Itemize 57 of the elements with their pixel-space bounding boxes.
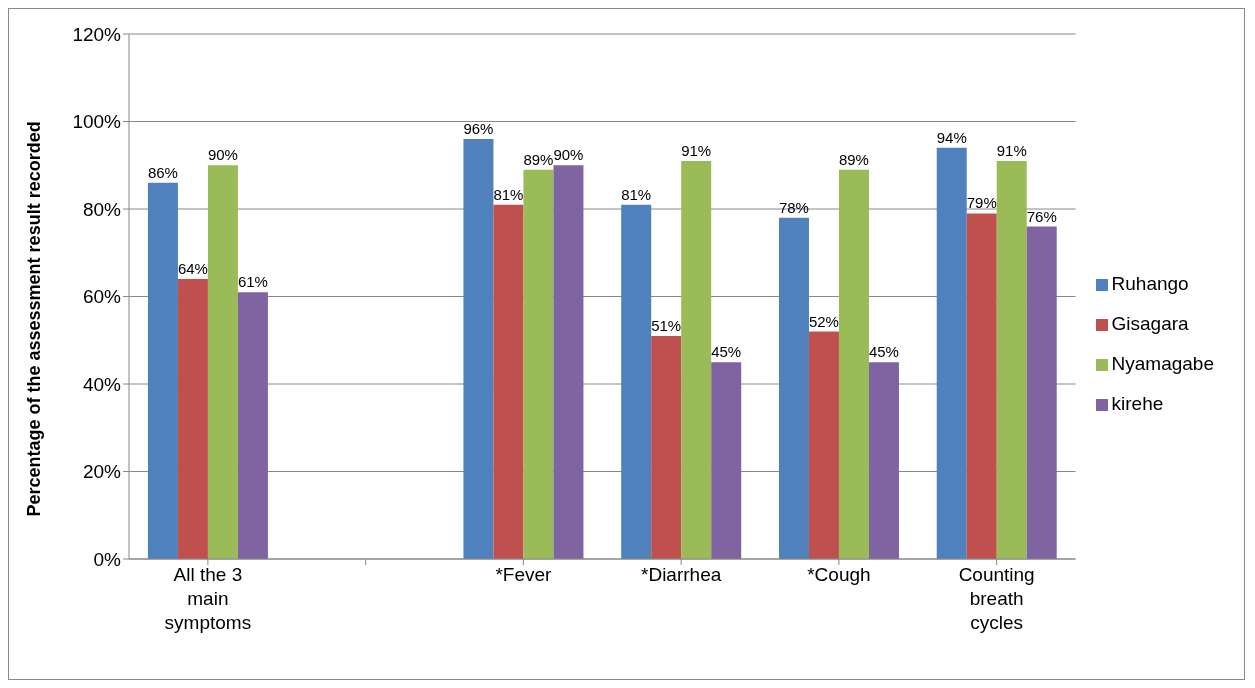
data-label: 89% — [838, 150, 869, 168]
bar — [463, 139, 494, 559]
data-label: 81% — [493, 185, 524, 203]
data-label: 91% — [996, 141, 1027, 159]
bar — [207, 165, 238, 559]
bar — [711, 362, 742, 559]
bar — [1026, 226, 1057, 559]
bar — [177, 279, 208, 559]
data-label: 78% — [778, 198, 809, 216]
data-label: 86% — [147, 163, 178, 181]
bar — [966, 213, 997, 559]
bar — [868, 362, 899, 559]
legend-label: kirehe — [1111, 393, 1164, 414]
y-tick-label: 120% — [72, 23, 122, 45]
data-label: 94% — [936, 128, 967, 146]
data-label: 51% — [651, 316, 682, 334]
bar — [838, 169, 869, 559]
y-tick-label: 60% — [82, 286, 122, 308]
y-tick-label: 100% — [72, 111, 122, 133]
y-tick-label: 40% — [82, 373, 122, 395]
legend-label: Ruhango — [1111, 273, 1189, 294]
y-tick-label: 0% — [93, 548, 122, 570]
data-label: 89% — [523, 150, 554, 168]
x-tick-label: All the 3 main symptoms — [164, 564, 252, 633]
data-label: 45% — [868, 343, 899, 361]
y-axis-title: Percentage of the assessment result recorded — [24, 121, 45, 517]
data-label: 90% — [553, 146, 584, 164]
data-label: 90% — [207, 146, 238, 164]
bar — [523, 169, 554, 559]
data-label: 61% — [237, 273, 268, 291]
bar — [237, 292, 268, 559]
bar — [553, 165, 584, 559]
x-tick-label: Counting breath cycles — [958, 564, 1035, 633]
bar — [651, 335, 682, 559]
data-label: 91% — [681, 141, 712, 159]
x-tick-label: *Diarrhea — [641, 564, 722, 585]
data-label: 45% — [711, 343, 742, 361]
bar — [936, 147, 967, 559]
bar — [493, 204, 524, 559]
data-label: 64% — [177, 260, 208, 277]
data-label: 52% — [808, 312, 839, 330]
data-label: 81% — [621, 185, 652, 203]
data-label: 76% — [1026, 207, 1057, 225]
legend-label: Gisagara — [1111, 313, 1189, 334]
bar — [778, 217, 809, 559]
bar — [621, 204, 652, 559]
data-label: 96% — [463, 120, 494, 137]
y-tick-label: 80% — [82, 198, 122, 220]
legend-label: Nyamagabe — [1111, 353, 1214, 374]
bar — [147, 182, 178, 559]
bar — [808, 331, 839, 559]
data-label: 79% — [966, 194, 997, 212]
y-tick-label: 20% — [82, 461, 122, 483]
x-tick-label: *Fever — [495, 564, 553, 585]
bar — [681, 160, 712, 559]
x-tick-label: *Cough — [807, 564, 871, 585]
bar — [996, 160, 1027, 559]
